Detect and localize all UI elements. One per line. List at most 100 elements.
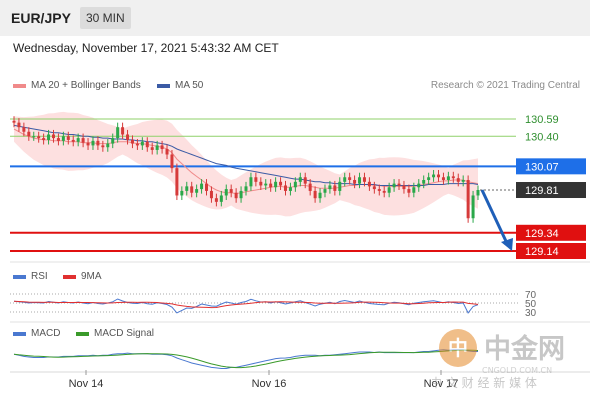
level-label-130.59: 130.59 [525, 114, 559, 126]
candle-body [219, 195, 223, 202]
level-label-bg-130.07 [516, 158, 586, 175]
watermark-circle [439, 329, 477, 367]
x-tick-label: Nov 16 [252, 378, 287, 390]
legend-ma20-label: MA 20 + Bollinger Bands [31, 80, 141, 91]
candle-body [126, 134, 130, 140]
candle-body [387, 187, 391, 193]
candle-body [313, 190, 317, 199]
candle-body [471, 195, 475, 219]
level-label-130.40: 130.40 [525, 131, 559, 143]
candle-body [32, 136, 36, 138]
candle-body [140, 141, 144, 146]
candle-body [264, 183, 268, 186]
rsi-level-label-30: 30 [525, 308, 537, 319]
candle-body [165, 149, 169, 155]
candle-body [66, 136, 70, 140]
level-label-129.34: 129.34 [525, 228, 559, 240]
candle-body [372, 186, 376, 190]
candle-body [362, 177, 366, 182]
candle-body [170, 154, 174, 169]
candle-body [333, 185, 337, 191]
candle-body [155, 145, 159, 150]
candle-body [402, 185, 406, 190]
x-axis: Nov 14 Nov 16 Nov 17 [10, 370, 590, 390]
bollinger-bands [14, 111, 478, 217]
watermark-name: 中金网 [484, 333, 565, 365]
candle-body [338, 181, 342, 191]
candle-body [214, 198, 218, 202]
candle-body [377, 189, 381, 191]
forecast-arrow-shaft [480, 189, 510, 247]
forecast-arrow-head [501, 238, 513, 251]
candle-body [190, 186, 194, 193]
candle-body [343, 177, 347, 182]
candle-body [358, 177, 362, 184]
candle-body [200, 183, 204, 190]
candle-body [205, 183, 209, 191]
candle-body [259, 181, 263, 186]
candle-body [392, 183, 396, 188]
macd-panel [13, 349, 479, 369]
rsi-ma-line [13, 300, 479, 309]
candle-body [432, 174, 436, 178]
ma50-swatch [157, 83, 170, 88]
chart-header-bar: EUR/JPY 30 MIN [0, 0, 590, 36]
candle-body [451, 176, 455, 179]
timeframe-badge[interactable]: 30 MIN [80, 7, 131, 29]
rsi-line [13, 298, 479, 314]
legend-ma50: MA 50 [157, 80, 203, 91]
candlesticks [12, 116, 480, 223]
macd-swatch [13, 331, 26, 336]
candle-body [96, 140, 100, 146]
candle-body [81, 138, 85, 143]
ma50-line [13, 124, 479, 186]
level-label-130.07: 130.07 [525, 161, 559, 173]
candle-body [417, 183, 421, 188]
candle-body [476, 190, 480, 196]
candle-body [293, 181, 297, 188]
watermark-graphic: 中 中金网 CNGOLD.COM.CN 中 文 财 经 新 媒 体 [432, 329, 565, 390]
candle-body [298, 177, 302, 182]
watermark-slogan: 中 文 财 经 新 媒 体 [432, 375, 537, 390]
candle-body [111, 138, 115, 144]
candle-body [303, 177, 307, 184]
watermark-glyph: 中 [448, 336, 468, 360]
rsi-swatch [13, 274, 26, 279]
candle-body [101, 145, 105, 148]
level-label-bg-129.14 [516, 243, 586, 259]
candle-body [283, 185, 287, 191]
candle-body [229, 189, 233, 193]
macd-signal-line [13, 349, 479, 369]
candle-body [51, 134, 55, 139]
candle-body [244, 186, 248, 191]
candle-body [254, 177, 258, 182]
macd-signal-swatch [76, 331, 89, 336]
candle-body [22, 127, 26, 132]
candle-body [185, 186, 189, 191]
candle-body [175, 168, 179, 196]
candle-body [367, 181, 371, 187]
legend-macd-signal: MACD Signal [76, 328, 154, 339]
forecast-arrow [480, 189, 513, 251]
candle-body [328, 185, 332, 190]
level-labels: 130.59 130.40 130.07 129.81 129.34 129.14 [516, 114, 586, 259]
candle-body [150, 147, 154, 150]
level-label-129.14: 129.14 [525, 246, 559, 258]
chart-timestamp: Wednesday, November 17, 2021 5:43:32 AM … [13, 41, 279, 55]
candle-body [249, 177, 253, 187]
candle-body [76, 138, 80, 142]
candle-body [37, 136, 41, 139]
candle-body [71, 139, 75, 142]
candle-body [466, 179, 470, 219]
candle-body [234, 192, 238, 199]
rsi-level-label-50: 50 [525, 299, 537, 310]
x-tick-label: Nov 14 [69, 378, 104, 390]
legend-ma50-label: MA 50 [175, 80, 204, 91]
candle-body [209, 190, 213, 199]
candle-body [195, 189, 199, 193]
candle-body [17, 122, 21, 128]
candle-body [318, 192, 322, 199]
candle-body [288, 187, 292, 191]
instrument-title: EUR/JPY [11, 10, 71, 26]
